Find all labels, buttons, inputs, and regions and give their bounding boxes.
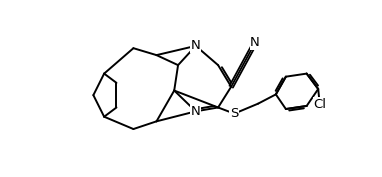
Text: N: N bbox=[250, 36, 260, 49]
Text: S: S bbox=[230, 107, 238, 120]
Text: Cl: Cl bbox=[313, 98, 326, 111]
Text: N: N bbox=[191, 39, 201, 52]
Text: N: N bbox=[191, 105, 201, 118]
